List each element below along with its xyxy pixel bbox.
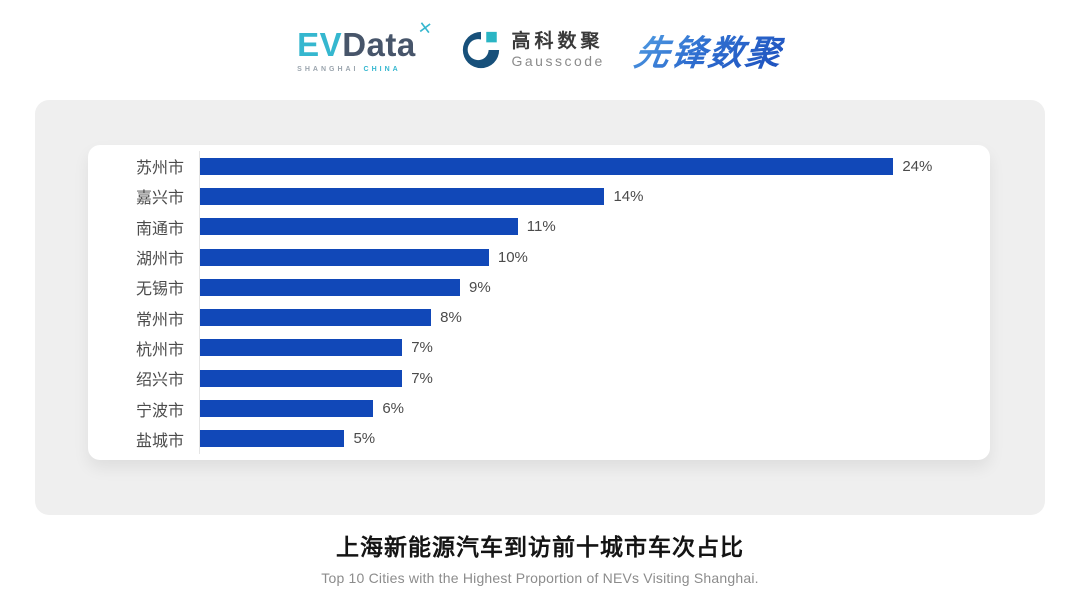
bar	[200, 157, 894, 175]
chart-row: 南通市 11%	[88, 211, 990, 242]
category-label: 无锡市	[135, 281, 184, 299]
bar	[200, 187, 605, 205]
category-label: 宁波市	[135, 402, 184, 420]
header-logo-bar: EV Data ✕ SHANGHAI CHINA 高科数聚 Gausscode 先锋数…	[0, 14, 1080, 86]
bar-cell: 9%	[199, 272, 990, 303]
evdata-logo: EV Data ✕ SHANGHAI CHINA	[297, 18, 434, 73]
category-label: 嘉兴市	[135, 190, 184, 208]
gausscode-text: 高科数聚 Gausscode	[511, 32, 604, 68]
bar-cell: 11%	[199, 211, 990, 242]
evdata-wordmark: EV Data ✕	[297, 18, 434, 63]
bar	[200, 248, 489, 266]
category-label: 绍兴市	[135, 372, 184, 390]
evdata-tagline: SHANGHAI CHINA	[297, 66, 401, 73]
evdata-tagline-china: CHINA	[363, 65, 401, 73]
bar-cell: 14%	[199, 181, 990, 212]
bar-cell: 24%	[199, 151, 990, 182]
evdata-x-icon: ✕	[416, 17, 434, 39]
value-label: 5%	[353, 430, 376, 448]
gausscode-g-icon	[463, 31, 500, 69]
chart-row: 湖州市 10%	[88, 241, 990, 273]
bar	[200, 369, 403, 387]
value-label: 7%	[411, 369, 433, 387]
value-label: 14%	[613, 187, 644, 205]
chart-row: 嘉兴市 14%	[88, 181, 990, 212]
category-label: 盐城市	[135, 432, 184, 450]
bar-cell: 8%	[199, 302, 990, 333]
bar	[200, 309, 432, 327]
chart-title: 上海新能源汽车到访前十城市车次占比	[336, 534, 744, 560]
gausscode-cn-name: 高科数聚	[511, 31, 604, 52]
bar-cell: 7%	[199, 363, 990, 394]
category-label: 杭州市	[135, 341, 184, 359]
value-label: 8%	[440, 309, 462, 327]
value-label: 6%	[382, 400, 405, 418]
gausscode-logo: 高科数聚 Gausscode	[460, 29, 604, 71]
value-label: 24%	[902, 157, 933, 175]
category-label: 南通市	[135, 220, 184, 238]
value-label: 11%	[526, 218, 556, 236]
chart-card: 苏州市 24% 嘉兴市 14% 南通市 11% 湖州市 10% 无锡市 9%	[88, 145, 990, 460]
evdata-tagline-shanghai: SHANGHAI	[297, 65, 359, 73]
xianfeng-shuju-logo: 先锋数聚	[631, 25, 787, 76]
chart-row: 绍兴市 7%	[88, 363, 990, 394]
chart-row: 无锡市 9%	[88, 272, 990, 303]
value-label: 10%	[497, 248, 528, 266]
chart-row: 杭州市 7%	[88, 332, 990, 364]
chart-row: 盐城市 5%	[88, 423, 990, 454]
bar	[200, 278, 460, 296]
bar-chart: 苏州市 24% 嘉兴市 14% 南通市 11% 湖州市 10% 无锡市 9%	[88, 151, 990, 454]
bar-cell: 10%	[199, 241, 990, 273]
category-label: 常州市	[135, 311, 184, 329]
category-label: 苏州市	[135, 160, 184, 178]
value-label: 9%	[468, 278, 491, 296]
value-label: 7%	[411, 339, 433, 357]
evdata-data-text: Data	[342, 25, 416, 63]
bar	[200, 430, 345, 448]
chart-subtitle: Top 10 Cities with the Highest Proportio…	[321, 570, 759, 586]
chart-caption: 上海新能源汽车到访前十城市车次占比 Top 10 Cities with the…	[0, 528, 1080, 586]
bar	[200, 339, 403, 357]
bar	[200, 218, 518, 236]
chart-row: 苏州市 24%	[88, 151, 990, 182]
bar	[200, 400, 374, 418]
bar-cell: 7%	[199, 332, 990, 364]
bar-cell: 5%	[199, 423, 990, 454]
gausscode-en-name: Gausscode	[511, 53, 605, 69]
chart-row: 常州市 8%	[88, 302, 990, 333]
bar-cell: 6%	[199, 393, 990, 424]
chart-row: 宁波市 6%	[88, 393, 990, 424]
evdata-ev-text: EV	[297, 25, 343, 63]
chart-panel: 苏州市 24% 嘉兴市 14% 南通市 11% 湖州市 10% 无锡市 9%	[35, 100, 1045, 515]
category-label: 湖州市	[135, 251, 184, 269]
